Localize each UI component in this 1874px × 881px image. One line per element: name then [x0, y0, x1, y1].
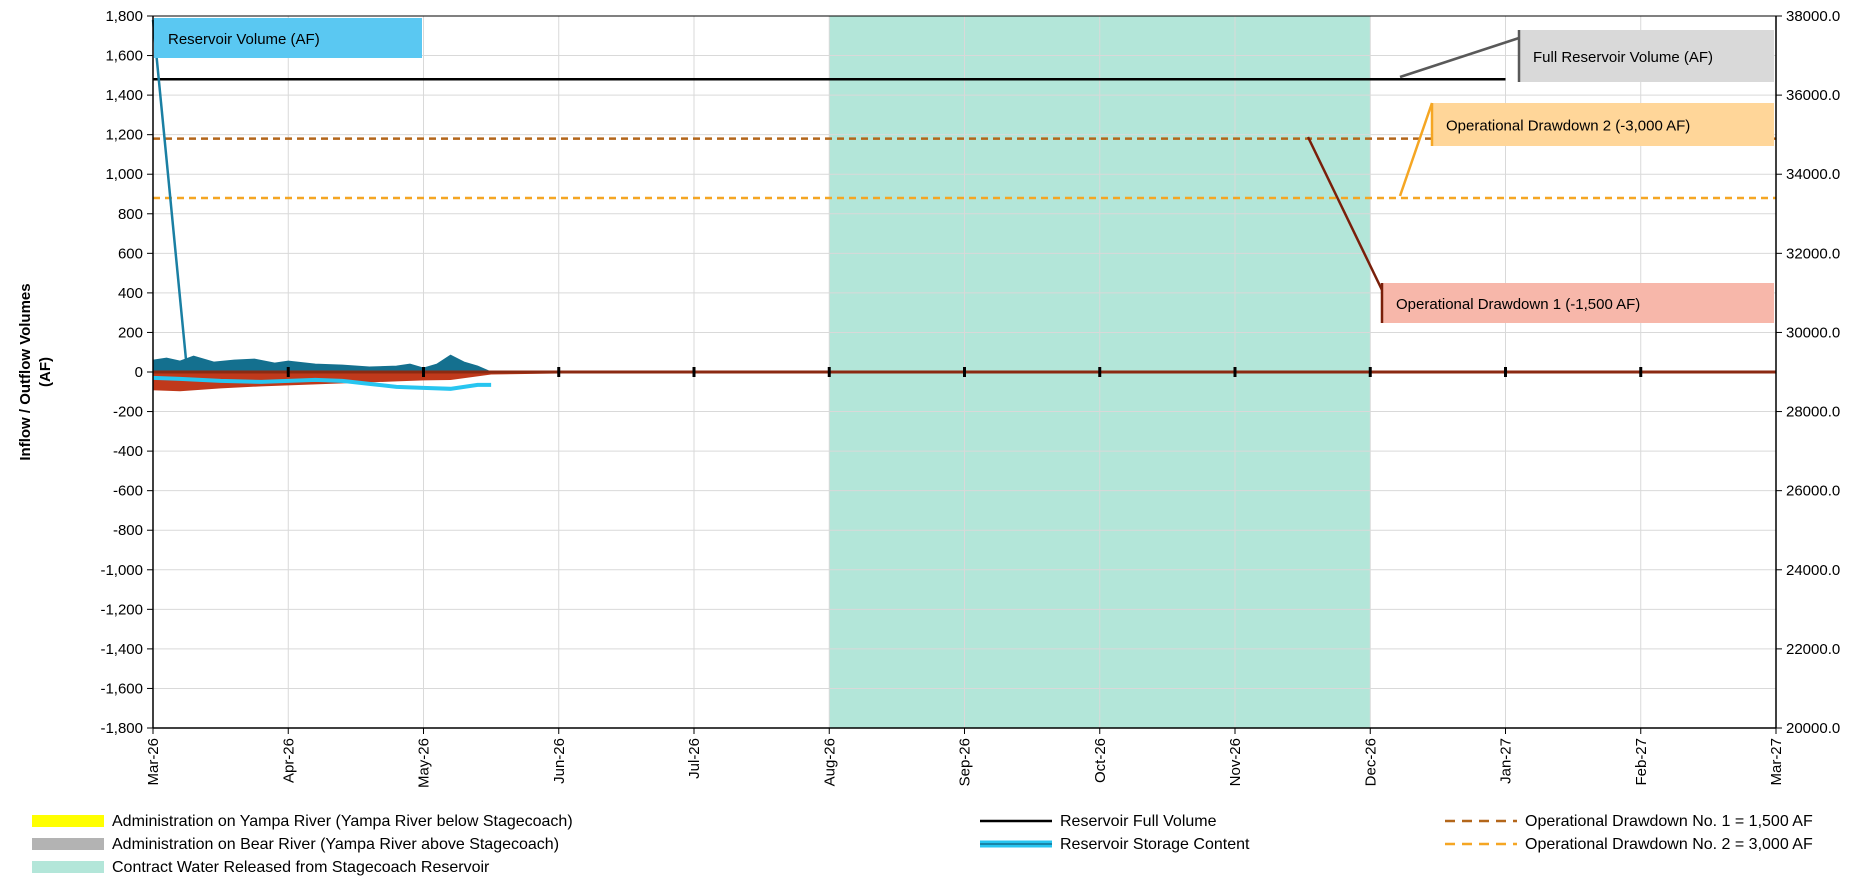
x-tick-label: Aug-26: [821, 738, 838, 786]
y-tick-label: -1,400: [100, 641, 143, 658]
x-tick-label: Mar-27: [1768, 738, 1785, 786]
x-tick-label: Jan-27: [1498, 738, 1515, 784]
y-tick-label: -200: [113, 404, 143, 421]
legend-item: Contract Water Released from Stagecoach …: [112, 859, 490, 876]
callout-label: Full Reservoir Volume (AF): [1533, 49, 1713, 66]
y2-tick-label: 28000.0: [1786, 404, 1840, 421]
callout-leader: [1398, 102, 1434, 197]
y-tick-label: 400: [118, 285, 143, 302]
callout-label: Operational Drawdown 1 (-1,500 AF): [1396, 296, 1640, 313]
y-axis-label-line1: Inflow / Outflow Volumes: [17, 283, 34, 460]
y2-tick-label: 32000.0: [1786, 245, 1840, 262]
legend-item: Administration on Bear River (Yampa Rive…: [112, 836, 559, 853]
y-tick-label: 1,200: [105, 127, 143, 144]
y-tick-label: -600: [113, 483, 143, 500]
y-tick-label: 1,400: [105, 87, 143, 104]
x-tick-label: Oct-26: [1092, 738, 1109, 783]
x-tick-label: May-26: [416, 738, 433, 788]
y2-tick-label: 30000.0: [1786, 324, 1840, 341]
legend-item: Reservoir Full Volume: [1060, 813, 1217, 830]
x-tick-label: Apr-26: [280, 738, 297, 783]
y2-tick-label: 34000.0: [1786, 166, 1840, 183]
x-tick-label: Feb-27: [1633, 738, 1650, 786]
y2-tick-label: 20000.0: [1786, 720, 1840, 737]
y2-tick-label: 38000.0: [1786, 8, 1840, 25]
axes: 1,800 1,600 1,400 1,200 1,000 800 600 400 200 0 -2…: [100, 8, 1840, 788]
y-tick-label: 1,000: [105, 166, 143, 183]
x-tick-label: Sep-26: [957, 738, 974, 786]
legend-item: Reservoir Storage Content: [1060, 836, 1250, 853]
callout-box: [154, 18, 422, 58]
y2-tick-label: 26000.0: [1786, 483, 1840, 500]
series-reservoir-storage-content: [151, 19, 189, 369]
y-tick-label: -400: [113, 443, 143, 460]
series-storage-change: [152, 375, 492, 391]
y-tick-label: 600: [118, 245, 143, 262]
y2-tick-label: 36000.0: [1786, 87, 1840, 104]
y-tick-label: 0: [135, 364, 143, 381]
y-tick-label: -1,600: [100, 680, 143, 697]
y-tick-label: -1,200: [100, 601, 143, 618]
callouts: Reservoir Volume (AF) Full Reservoir Volu…: [154, 18, 1774, 323]
y-tick-label: 800: [118, 206, 143, 223]
legend-swatch: [32, 861, 104, 873]
legend-item: Administration on Yampa River (Yampa Riv…: [112, 813, 573, 830]
y-tick-label: 1,600: [105, 48, 143, 65]
x-tick-label: Mar-26: [145, 738, 162, 786]
x-tick-label: Jul-26: [686, 738, 703, 779]
y-tick-label: 1,800: [105, 8, 143, 25]
y-axis-label-line2: (AF): [37, 357, 54, 387]
legend-swatch: [32, 815, 104, 827]
legend-item: Operational Drawdown No. 2 = 3,000 AF: [1525, 836, 1813, 853]
callout-box: [1432, 103, 1774, 146]
y-tick-label: -800: [113, 522, 143, 539]
y-tick-label: -1,000: [100, 562, 143, 579]
legend-item: Operational Drawdown No. 1 = 1,500 AF: [1525, 813, 1813, 830]
callout-box: [1382, 283, 1774, 323]
y2-tick-label: 24000.0: [1786, 562, 1840, 579]
x-tick-label: Nov-26: [1227, 738, 1244, 786]
callout-label: Reservoir Volume (AF): [168, 31, 320, 48]
legend-swatch: [32, 838, 104, 850]
callout-leader: [1306, 136, 1384, 291]
legend: Administration on Yampa River (Yampa Riv…: [32, 813, 1813, 876]
y-axis-label: Inflow / Outflow Volumes (AF): [17, 283, 54, 460]
x-tick-label: Dec-26: [1362, 738, 1379, 786]
y-tick-label: -1,800: [100, 720, 143, 737]
y-tick-label: 200: [118, 324, 143, 341]
series-inflow: [152, 354, 492, 373]
callout-label: Operational Drawdown 2 (-3,000 AF): [1446, 118, 1690, 135]
callout-box: [1519, 30, 1774, 82]
y2-tick-label: 22000.0: [1786, 641, 1840, 658]
x-tick-label: Jun-26: [551, 738, 568, 784]
callout-leader: [1399, 36, 1520, 79]
